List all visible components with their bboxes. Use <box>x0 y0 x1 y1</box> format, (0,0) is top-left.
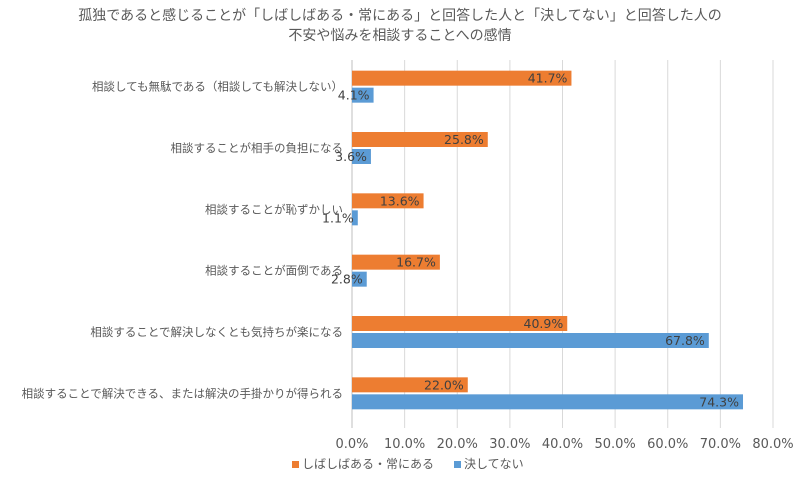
legend: しばしばある・常にある 決してない <box>292 455 524 472</box>
bar-often <box>352 377 468 393</box>
category-label: 相談することが恥ずかしい <box>205 202 343 216</box>
category-label: 相談することが面倒である <box>205 264 343 278</box>
x-tick-label: 30.0% <box>489 437 530 452</box>
bar-never <box>352 333 709 348</box>
bar-often <box>352 316 568 331</box>
bar-never <box>352 87 374 103</box>
data-label: 41.7% <box>528 71 568 86</box>
bar-never <box>352 271 367 287</box>
bar-often <box>352 70 572 86</box>
data-label: 2.8% <box>331 272 363 287</box>
category-label: 相談することで解決しなくとも気持ちが楽になる <box>90 325 343 339</box>
x-tick-label: 20.0% <box>437 437 478 452</box>
x-tick-label: 0.0% <box>335 437 368 452</box>
chart-title: 孤独であると感じることが「しばしばある・常にある」と回答した人と「決してない」と… <box>0 6 800 46</box>
category-label: 相談しても無駄である（相談しても解決しない） <box>92 80 343 94</box>
chart-title-line-1: 孤独であると感じることが「しばしばある・常にある」と回答した人と「決してない」と… <box>78 8 722 24</box>
data-label: 40.9% <box>524 316 564 331</box>
data-label: 3.6% <box>335 149 367 164</box>
legend-item-never: 決してない <box>454 455 524 472</box>
legend-swatch-often <box>292 461 299 468</box>
data-label: 25.8% <box>444 132 484 147</box>
category-label: 相談することが相手の負担になる <box>171 141 344 155</box>
x-tick-label: 50.0% <box>594 437 635 452</box>
legend-label-often: しばしばある・常にある <box>302 457 435 471</box>
bar-never <box>352 210 358 226</box>
data-label: 13.6% <box>380 193 420 208</box>
x-tick-label: 80.0% <box>752 437 793 452</box>
data-label: 22.0% <box>424 377 464 392</box>
data-label: 67.8% <box>665 333 705 348</box>
x-tick-label: 60.0% <box>647 437 688 452</box>
legend-label-never: 決してない <box>464 457 524 471</box>
x-tick-label: 70.0% <box>700 437 741 452</box>
bar-often <box>352 254 440 270</box>
bar-never <box>352 394 744 410</box>
chart-title-line-2: 不安や悩みを相談することへの感情 <box>288 28 512 44</box>
data-label: 74.3% <box>699 394 739 409</box>
data-label: 16.7% <box>396 255 436 270</box>
bar-often <box>352 132 488 147</box>
legend-item-often: しばしばある・常にある <box>292 455 434 472</box>
x-tick-label: 40.0% <box>542 437 583 452</box>
data-label: 4.1% <box>338 88 370 103</box>
data-label: 1.1% <box>322 210 354 225</box>
bar-often <box>352 193 424 209</box>
legend-swatch-never <box>454 461 462 468</box>
category-label: 相談することで解決できる、または解決の手掛かりが得られる <box>22 386 343 400</box>
bar-never <box>352 149 371 164</box>
x-tick-label: 10.0% <box>384 437 425 452</box>
